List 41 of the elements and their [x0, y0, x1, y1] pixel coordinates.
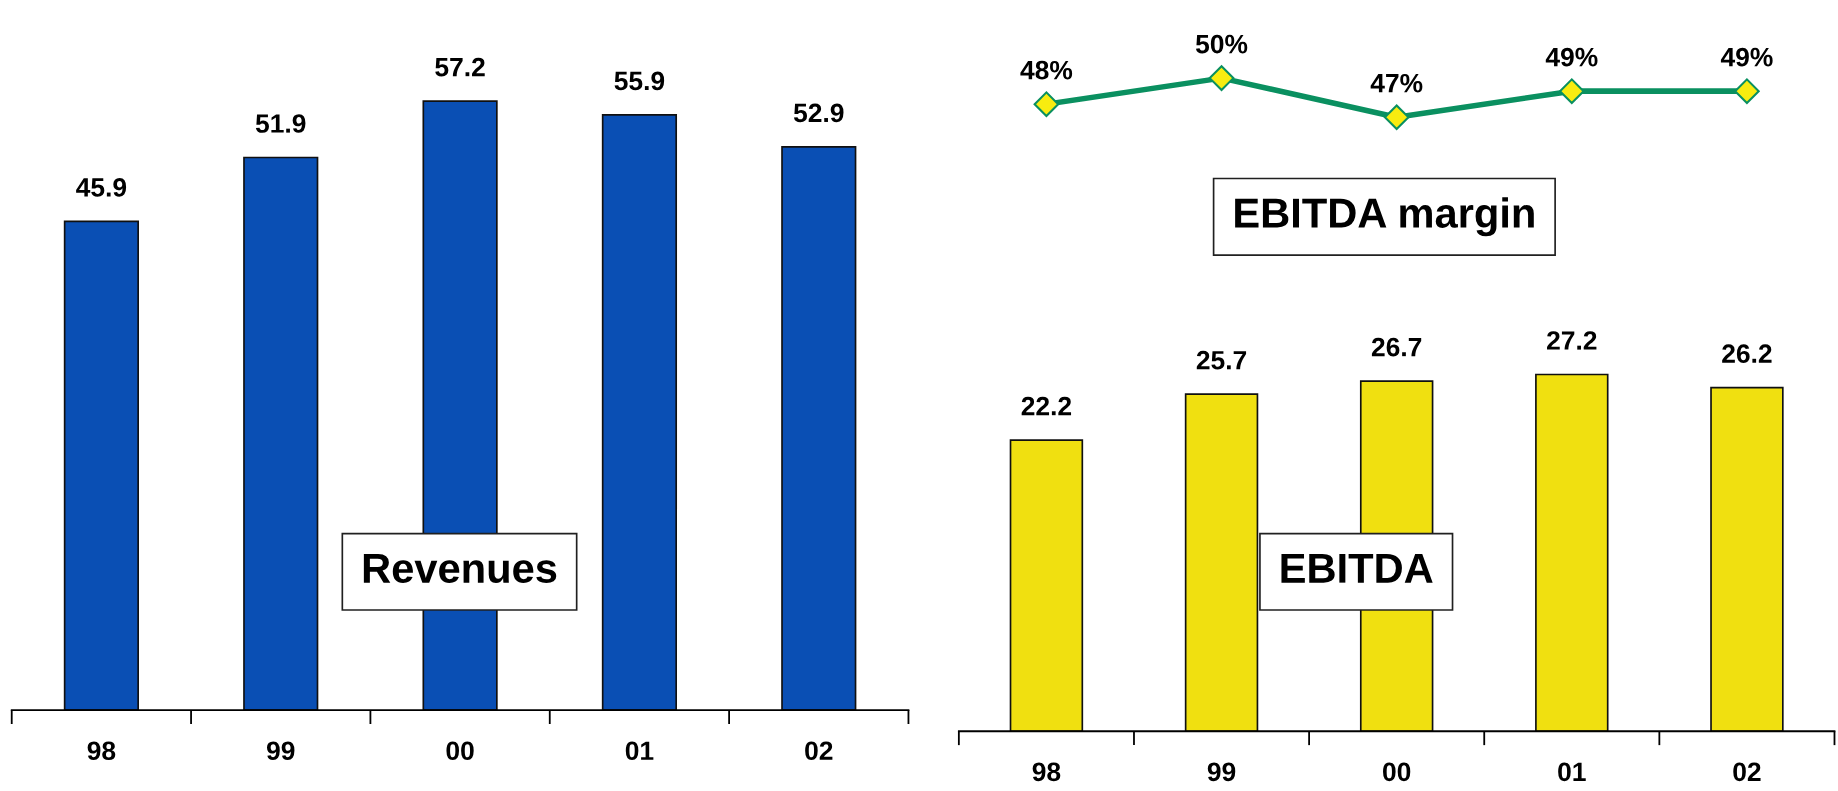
data-label: 52.9 [793, 103, 844, 123]
data-label: 25.7 [1196, 350, 1247, 370]
annotation: EBITDA [1281, 553, 1433, 583]
x-tick-label: 98 [87, 741, 116, 761]
x-tick-label: 99 [1207, 762, 1236, 782]
bar [1009, 439, 1084, 732]
data-label: 22.2 [1021, 396, 1072, 416]
data-label: 55.9 [614, 71, 665, 91]
x-tick-label: 98 [1032, 762, 1061, 782]
data-label: 48% [1020, 60, 1073, 80]
data-label: 49% [1545, 47, 1598, 67]
bar [781, 146, 857, 711]
x-tick-label: 99 [266, 741, 295, 761]
point [1033, 91, 1060, 117]
data-label: 26.7 [1371, 337, 1422, 357]
x-tick-label: 01 [1558, 762, 1586, 782]
x-tick-label: 01 [625, 741, 654, 761]
x-tick-label: 00 [446, 741, 474, 761]
data-label: 45.9 [76, 178, 127, 197]
point [1734, 78, 1760, 104]
x-tick-label: 02 [805, 741, 833, 761]
text: EBITDA margin [1235, 197, 1534, 237]
data-label: 50% [1195, 34, 1248, 54]
data-label: 49% [1720, 47, 1773, 67]
bar [63, 220, 139, 711]
data-label: 27.2 [1547, 331, 1597, 350]
bar [1710, 386, 1784, 732]
bar [1535, 373, 1609, 732]
data-label: 57.2 [435, 57, 485, 77]
annotation: Revenues [363, 553, 557, 584]
point [1383, 104, 1410, 131]
point [1208, 65, 1235, 91]
data-label: 47% [1370, 73, 1423, 93]
bar [601, 114, 678, 711]
x-tick-label: 02 [1733, 762, 1761, 782]
bar [1184, 393, 1259, 732]
data-label: 51.9 [255, 114, 306, 133]
x-tick-label: 00 [1383, 762, 1411, 782]
point [1558, 78, 1585, 104]
bar [243, 156, 319, 711]
data-label: 26.2 [1722, 344, 1772, 363]
